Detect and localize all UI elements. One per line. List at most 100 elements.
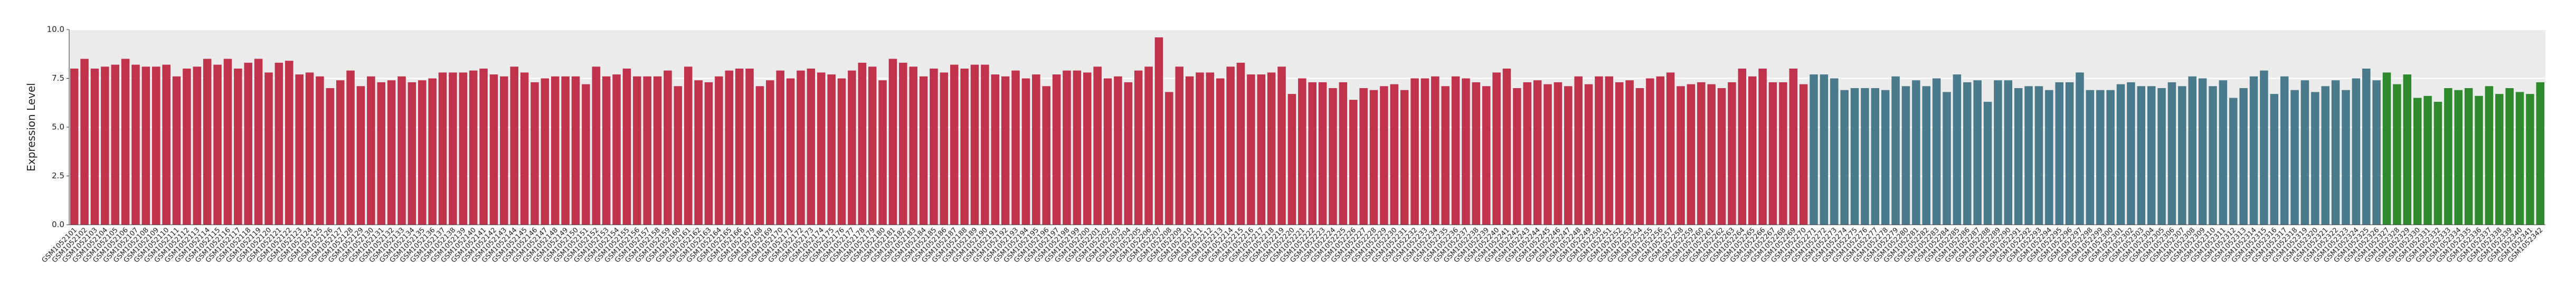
bar bbox=[1625, 80, 1634, 225]
bar bbox=[2352, 78, 2361, 225]
bar bbox=[2433, 101, 2442, 225]
bar bbox=[930, 69, 938, 225]
bar bbox=[1871, 88, 1880, 225]
bar bbox=[1073, 70, 1082, 225]
bar bbox=[428, 78, 437, 225]
bar bbox=[1154, 37, 1163, 225]
bar bbox=[1789, 69, 1798, 225]
bar bbox=[919, 76, 928, 225]
bar bbox=[438, 72, 447, 225]
bar bbox=[1912, 80, 1920, 225]
bar bbox=[1420, 78, 1429, 225]
bar bbox=[2086, 90, 2095, 225]
bar bbox=[1543, 84, 1552, 225]
bar bbox=[653, 76, 662, 225]
bar bbox=[418, 80, 427, 225]
bar bbox=[1308, 82, 1317, 225]
bar bbox=[1738, 69, 1747, 225]
bar bbox=[2515, 92, 2524, 225]
bar bbox=[500, 76, 508, 225]
bar bbox=[2045, 90, 2053, 225]
bar bbox=[1687, 84, 1696, 225]
bar bbox=[1359, 88, 1368, 225]
bar bbox=[807, 69, 816, 225]
bar bbox=[101, 66, 109, 225]
bar bbox=[868, 66, 877, 225]
bar bbox=[2209, 86, 2217, 225]
bar bbox=[2219, 80, 2228, 225]
bar bbox=[1666, 72, 1675, 225]
bar bbox=[1953, 74, 1962, 225]
bar bbox=[1717, 88, 1726, 225]
bar bbox=[1206, 72, 1215, 225]
bar bbox=[2034, 86, 2043, 225]
bar bbox=[1226, 66, 1235, 225]
y-axis-label: Expression Level bbox=[25, 83, 37, 171]
bar bbox=[264, 72, 273, 225]
bar bbox=[520, 72, 529, 225]
bar bbox=[1114, 76, 1122, 225]
bar bbox=[80, 59, 89, 225]
bar bbox=[2249, 76, 2258, 225]
bar bbox=[2106, 90, 2115, 225]
bar bbox=[1656, 76, 1665, 225]
bar bbox=[2147, 86, 2156, 225]
bar bbox=[1799, 84, 1808, 225]
bar bbox=[1605, 76, 1614, 225]
bar bbox=[1451, 76, 1460, 225]
bar bbox=[1830, 78, 1839, 225]
bar bbox=[1973, 80, 1982, 225]
bar bbox=[1932, 78, 1941, 225]
bar bbox=[121, 59, 130, 225]
bar bbox=[1144, 66, 1153, 225]
bar bbox=[274, 62, 283, 225]
bar bbox=[1502, 69, 1511, 225]
bar bbox=[592, 66, 601, 225]
bar bbox=[2485, 86, 2494, 225]
bar bbox=[1697, 82, 1706, 225]
bar bbox=[2096, 90, 2105, 225]
bar bbox=[1134, 70, 1143, 225]
y-tick-label: 0.0 bbox=[52, 220, 64, 230]
bar bbox=[704, 82, 713, 225]
bar bbox=[1236, 62, 1245, 225]
bar bbox=[1779, 82, 1787, 225]
bar bbox=[2444, 88, 2452, 225]
bar bbox=[2403, 74, 2412, 225]
bar bbox=[1963, 82, 1972, 225]
bar bbox=[766, 80, 774, 225]
y-tick-label: 7.5 bbox=[52, 73, 64, 83]
bar bbox=[715, 76, 723, 225]
bar bbox=[1523, 82, 1532, 225]
bar bbox=[755, 86, 764, 225]
bar bbox=[531, 82, 539, 225]
bar bbox=[305, 72, 314, 225]
bar bbox=[203, 59, 212, 225]
bar bbox=[940, 72, 949, 225]
y-tick-label: 2.5 bbox=[52, 171, 64, 180]
bar bbox=[1042, 86, 1050, 225]
bar bbox=[1472, 82, 1481, 225]
bar bbox=[1369, 90, 1378, 225]
bar bbox=[2505, 88, 2514, 225]
bar bbox=[172, 76, 181, 225]
bar bbox=[848, 70, 856, 225]
bar bbox=[1533, 80, 1542, 225]
bar bbox=[551, 76, 560, 225]
bar bbox=[90, 69, 99, 225]
bar bbox=[2065, 82, 2074, 225]
bar bbox=[2157, 88, 2166, 225]
bar bbox=[694, 80, 703, 225]
bar bbox=[408, 82, 416, 225]
bar bbox=[1093, 66, 1102, 225]
bar bbox=[162, 64, 171, 225]
bar bbox=[2331, 80, 2340, 225]
bar bbox=[674, 86, 683, 225]
bar bbox=[1513, 88, 1521, 225]
bar bbox=[664, 70, 672, 225]
bar bbox=[2127, 82, 2135, 225]
bar bbox=[2495, 94, 2504, 225]
bar bbox=[1021, 78, 1030, 225]
bar bbox=[2055, 82, 2063, 225]
